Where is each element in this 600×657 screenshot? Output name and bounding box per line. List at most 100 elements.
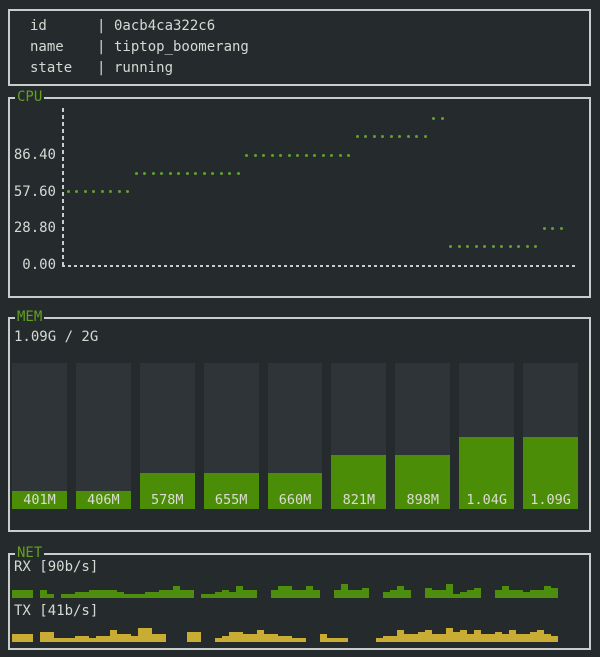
spark-bar bbox=[432, 634, 439, 642]
spark-cell bbox=[467, 590, 474, 598]
spark-cell bbox=[411, 634, 418, 642]
spark-bar bbox=[544, 634, 551, 642]
cpu-data-point bbox=[100, 190, 104, 194]
spark-bar bbox=[194, 632, 201, 642]
spark-cell bbox=[362, 588, 369, 598]
spark-cell bbox=[243, 590, 250, 598]
spark-bar bbox=[12, 590, 19, 598]
cpu-data-point bbox=[168, 171, 172, 175]
spark-cell bbox=[551, 636, 558, 642]
cpu-y-tick: 28.80 bbox=[13, 220, 56, 237]
mem-bar-track: 660M bbox=[267, 363, 323, 509]
spark-cell bbox=[474, 630, 481, 642]
spark-bar bbox=[292, 638, 299, 642]
spark-cell bbox=[194, 632, 201, 642]
spark-bar bbox=[439, 590, 446, 598]
cpu-x-axis-line bbox=[62, 265, 575, 267]
mem-panel: MEM 1.09G / 2G 401M 406M 578M 655M 660M 821M 8… bbox=[8, 309, 591, 532]
spark-cell bbox=[159, 634, 166, 642]
spark-bar bbox=[243, 634, 250, 642]
spark-cell bbox=[278, 636, 285, 642]
spark-bar bbox=[75, 636, 82, 642]
spark-bar bbox=[334, 590, 341, 598]
spark-cell bbox=[446, 628, 453, 642]
spark-cell bbox=[551, 588, 558, 598]
info-separator: | bbox=[97, 60, 106, 76]
mem-bar-value-label: 1.09G bbox=[530, 492, 571, 508]
spark-cell bbox=[299, 638, 306, 642]
cpu-data-point bbox=[466, 245, 469, 249]
spark-bar bbox=[131, 636, 138, 642]
spark-bar bbox=[439, 634, 446, 642]
spark-bar bbox=[271, 590, 278, 598]
spark-cell bbox=[537, 630, 544, 642]
spark-bar bbox=[40, 590, 47, 598]
cpu-data-point bbox=[321, 153, 325, 157]
spark-bar bbox=[61, 594, 68, 598]
spark-bar bbox=[82, 592, 89, 598]
cpu-data-point bbox=[262, 153, 265, 157]
spark-bar bbox=[285, 586, 292, 598]
spark-cell bbox=[341, 584, 348, 598]
spark-bar bbox=[355, 590, 362, 598]
spark-cell bbox=[320, 634, 327, 642]
cpu-data-point bbox=[151, 171, 155, 175]
spark-cell bbox=[285, 636, 292, 642]
mem-usage-text: 1.09G / 2G bbox=[14, 329, 99, 345]
spark-cell bbox=[222, 636, 229, 642]
spark-cell bbox=[523, 634, 530, 642]
container-info-rows: id | 0acb4ca322c6 name | tiptop_boomerang stat… bbox=[10, 11, 589, 84]
cpu-data-point bbox=[194, 171, 197, 175]
spark-bar bbox=[453, 594, 460, 598]
spark-bar bbox=[215, 592, 222, 598]
cpu-data-point bbox=[483, 245, 486, 249]
mem-bar-track: 821M bbox=[331, 363, 387, 509]
spark-cell bbox=[257, 630, 264, 642]
cpu-data-point bbox=[117, 190, 121, 194]
spark-bar bbox=[236, 632, 243, 642]
spark-bar bbox=[250, 590, 257, 598]
cpu-data-point bbox=[211, 171, 214, 175]
spark-cell bbox=[460, 592, 467, 598]
spark-cell bbox=[215, 592, 222, 598]
spark-bar bbox=[26, 634, 33, 642]
spark-cell bbox=[306, 586, 313, 598]
spark-cell bbox=[460, 630, 467, 642]
spark-bar bbox=[257, 630, 264, 642]
spark-cell bbox=[117, 634, 124, 642]
spark-bar bbox=[481, 634, 488, 642]
spark-cell bbox=[523, 592, 530, 598]
spark-bar bbox=[187, 632, 194, 642]
cpu-data-point bbox=[202, 171, 206, 175]
spark-cell bbox=[47, 594, 54, 598]
spark-cell bbox=[299, 590, 306, 598]
spark-cell bbox=[138, 594, 145, 598]
spark-bar bbox=[425, 630, 432, 642]
spark-cell bbox=[341, 638, 348, 642]
mem-bar bbox=[267, 473, 323, 509]
spark-bar bbox=[131, 594, 138, 598]
spark-bar bbox=[474, 588, 481, 598]
spark-bar bbox=[425, 588, 432, 598]
spark-cell bbox=[530, 590, 537, 598]
spark-bar bbox=[523, 634, 530, 642]
spark-cell bbox=[509, 630, 516, 642]
mem-bar bbox=[459, 437, 515, 509]
cpu-data-point bbox=[134, 171, 138, 175]
spark-cell bbox=[474, 588, 481, 598]
spark-cell bbox=[82, 592, 89, 598]
cpu-data-point bbox=[109, 190, 112, 194]
net-chart: RX [90b/s] TX [41b/s] bbox=[10, 555, 589, 648]
spark-cell bbox=[495, 590, 502, 598]
spark-bar bbox=[19, 590, 26, 598]
spark-bar bbox=[96, 590, 103, 598]
spark-cell bbox=[19, 590, 26, 598]
spark-cell bbox=[103, 590, 110, 598]
spark-bar bbox=[467, 634, 474, 642]
spark-bar bbox=[124, 594, 131, 598]
spark-bar bbox=[551, 636, 558, 642]
spark-bar bbox=[12, 634, 19, 642]
spark-bar bbox=[264, 634, 271, 642]
spark-bar bbox=[278, 586, 285, 598]
spark-cell bbox=[131, 594, 138, 598]
